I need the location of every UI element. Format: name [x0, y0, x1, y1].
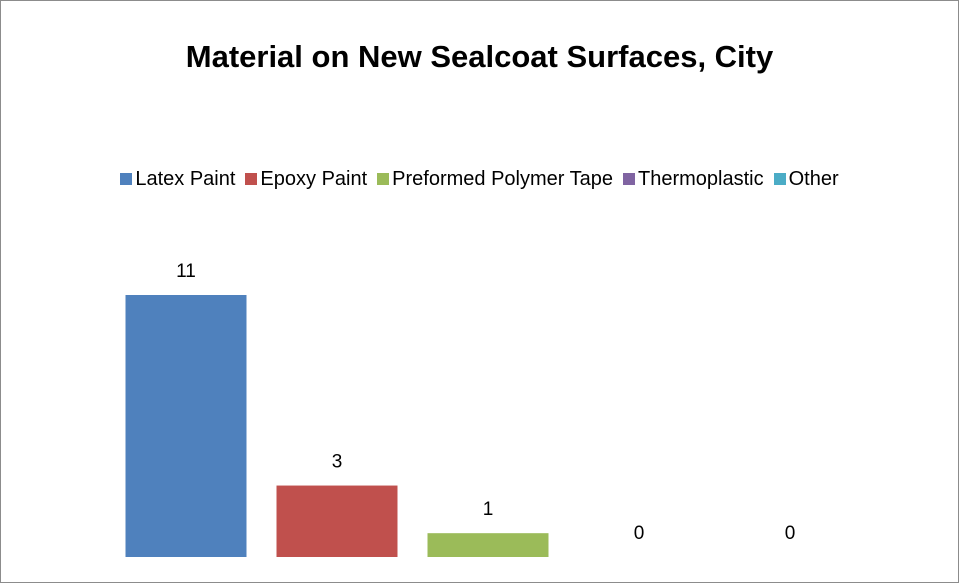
data-label-latex-paint: 11	[176, 261, 196, 282]
legend-label-other: Other	[788, 168, 839, 190]
legend-item-latex-paint: Latex Paint	[120, 165, 235, 193]
legend-item-thermoplastic: Thermoplastic	[623, 165, 764, 193]
legend-label-preformed-polymer-tape: Preformed Polymer Tape	[392, 168, 613, 190]
legend-swatch-other	[773, 173, 786, 185]
legend: Latex Paint Epoxy Paint Preformed Polyme…	[1, 165, 958, 193]
data-label-thermoplastic: 0	[634, 523, 645, 544]
legend-swatch-latex-paint	[120, 173, 133, 185]
legend-item-epoxy-paint: Epoxy Paint	[245, 165, 367, 193]
bar-preformed-polymer-tape	[427, 533, 549, 557]
bar-epoxy-paint	[276, 485, 398, 557]
legend-label-thermoplastic: Thermoplastic	[638, 168, 764, 190]
data-label-other: 0	[785, 523, 796, 544]
bar-latex-paint	[125, 295, 247, 557]
legend-item-preformed-polymer-tape: Preformed Polymer Tape	[377, 165, 613, 193]
data-label-epoxy-paint: 3	[332, 452, 343, 473]
legend-swatch-epoxy-paint	[245, 173, 258, 185]
legend-swatch-preformed-polymer-tape	[377, 173, 390, 185]
legend-item-other: Other	[773, 165, 839, 193]
legend-swatch-thermoplastic	[623, 173, 635, 185]
legend-label-latex-paint: Latex Paint	[135, 168, 236, 190]
data-label-preformed-polymer-tape: 1	[483, 499, 494, 520]
chart-title: Material on New Sealcoat Surfaces, City	[185, 39, 774, 74]
legend-label-epoxy-paint: Epoxy Paint	[260, 168, 368, 190]
